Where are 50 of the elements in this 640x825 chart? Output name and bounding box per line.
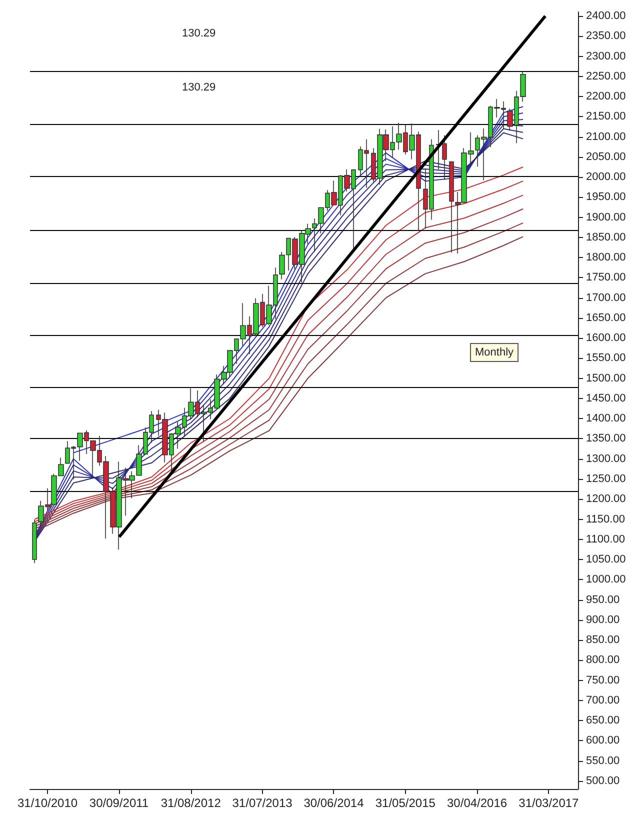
x-tick-label: 31/03/2017 <box>518 796 580 810</box>
y-tick-label: 2150.00 <box>586 110 626 123</box>
y-tick-label: 1950.00 <box>586 191 626 204</box>
y-tick-label: 850.00 <box>586 634 620 646</box>
y-tick-label: 2300.00 <box>586 50 626 62</box>
y-tick-label: 1750.00 <box>586 272 626 284</box>
y-tick-label: 650.00 <box>586 714 620 727</box>
y-tick-label: 2250.00 <box>586 70 626 82</box>
y-tick-label: 900.00 <box>586 614 620 626</box>
y-tick-label: 1050.00 <box>586 554 626 566</box>
y-tick-label: 2200.00 <box>586 90 626 103</box>
x-tick-label: 31/08/2012 <box>160 796 222 810</box>
y-tick-label: 1150.00 <box>586 513 625 526</box>
y-tick-label: 1500.00 <box>586 372 626 384</box>
y-tick-label: 1800.00 <box>586 252 626 264</box>
y-tick-label: 1100.00 <box>586 533 625 546</box>
y-tick-label: 1000.00 <box>586 574 626 586</box>
y-tick-label: 2000.00 <box>586 171 626 184</box>
y-tick-label: 1200.00 <box>586 493 626 506</box>
y-tick-label: 1450.00 <box>586 392 626 404</box>
y-tick-label: 1250.00 <box>586 473 626 486</box>
x-tick-label: 30/06/2014 <box>304 796 364 810</box>
y-tick-label: 2350.00 <box>586 30 626 42</box>
x-tick-label: 31/05/2015 <box>375 796 436 810</box>
annotation: Monthly <box>475 346 514 358</box>
y-tick-label: 1550.00 <box>586 352 626 364</box>
y-tick-label: 2050.00 <box>586 150 626 163</box>
x-tick-label: 30/04/2016 <box>447 796 508 810</box>
y-tick-label: 2400.00 <box>586 10 626 22</box>
x-tick-label: 31/10/2010 <box>18 796 78 810</box>
x-tick-label: 31/07/2013 <box>232 796 293 810</box>
y-tick-label: 550.00 <box>586 754 620 767</box>
y-tick-label: 700.00 <box>586 694 620 706</box>
y-tick-label: 1600.00 <box>586 332 626 344</box>
y-tick-label: 750.00 <box>586 674 620 686</box>
y-tick-label: 1700.00 <box>586 292 626 304</box>
y-tick-label: 1350.00 <box>586 432 626 445</box>
y-tick-label: 600.00 <box>586 734 620 747</box>
x-tick-label: 30/09/2011 <box>89 796 149 810</box>
y-tick-label: 1850.00 <box>586 231 626 244</box>
y-tick-label: 500.00 <box>586 774 620 787</box>
y-tick-label: 800.00 <box>586 654 620 666</box>
y-tick-label: 1900.00 <box>586 211 626 224</box>
y-tick-label: 1650.00 <box>586 312 626 324</box>
y-tick-label: 2100.00 <box>586 130 626 143</box>
annotation: 130.29 <box>182 82 216 94</box>
annotation: 130.29 <box>182 28 216 40</box>
y-tick-label: 1400.00 <box>586 412 626 425</box>
y-tick-label: 1300.00 <box>586 452 626 465</box>
y-tick-label: 950.00 <box>586 594 620 606</box>
